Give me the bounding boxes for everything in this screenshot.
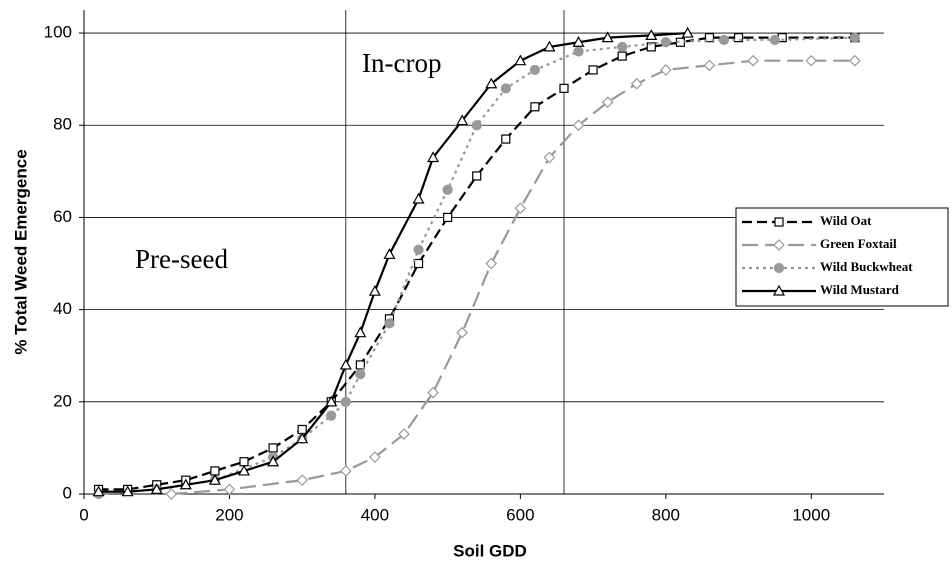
marker — [427, 151, 440, 163]
marker — [573, 46, 584, 57]
marker — [773, 239, 785, 251]
marker — [208, 473, 221, 485]
y-tick-label: 100 — [44, 23, 72, 42]
marker — [718, 34, 730, 46]
marker — [514, 202, 527, 215]
marker — [472, 171, 482, 181]
y-tick-label: 60 — [53, 207, 72, 226]
marker — [645, 29, 658, 40]
marker — [237, 464, 251, 476]
legend-label: Wild Mustard — [820, 282, 900, 297]
x-tick-label: 1000 — [792, 505, 830, 524]
marker — [398, 428, 410, 440]
marker — [630, 77, 643, 90]
marker — [326, 410, 337, 421]
annotation: In-crop — [362, 48, 441, 78]
marker — [772, 284, 786, 296]
marker — [774, 217, 784, 227]
marker — [617, 51, 627, 61]
marker — [369, 451, 381, 463]
marker — [601, 96, 614, 109]
marker — [529, 64, 541, 76]
marker — [412, 192, 425, 204]
marker — [601, 31, 614, 43]
marker — [150, 483, 163, 494]
legend-label: Wild Oat — [820, 213, 872, 228]
marker — [849, 54, 861, 67]
marker — [572, 36, 585, 47]
x-tick-label: 400 — [361, 505, 389, 524]
y-tick-label: 0 — [63, 483, 72, 502]
marker — [340, 396, 351, 407]
marker — [769, 34, 781, 46]
marker — [368, 284, 381, 296]
marker — [681, 26, 694, 38]
marker — [296, 474, 309, 487]
marker — [659, 64, 672, 76]
marker — [485, 77, 498, 89]
marker — [501, 134, 511, 144]
marker — [543, 151, 556, 164]
marker — [849, 32, 861, 43]
y-tick-label: 20 — [53, 391, 72, 410]
marker — [223, 483, 236, 496]
marker — [559, 83, 569, 93]
marker — [500, 83, 511, 94]
x-tick-label: 800 — [652, 505, 680, 524]
marker — [268, 443, 278, 453]
y-tick-label: 80 — [53, 115, 72, 134]
annotation: Pre-seed — [135, 244, 228, 274]
marker — [773, 262, 785, 274]
marker — [530, 102, 540, 112]
y-axis-label: % Total Weed Emergence — [11, 149, 30, 354]
marker — [355, 369, 366, 380]
marker — [413, 244, 424, 255]
marker — [485, 257, 498, 270]
marker — [443, 212, 453, 223]
marker — [325, 395, 338, 407]
marker — [339, 358, 352, 370]
marker — [296, 432, 309, 444]
marker — [572, 119, 585, 132]
marker — [355, 360, 365, 370]
x-tick-label: 600 — [506, 505, 534, 524]
marker — [617, 41, 628, 52]
marker — [354, 326, 367, 338]
marker — [471, 120, 482, 131]
marker — [660, 37, 671, 48]
marker — [747, 54, 759, 67]
marker — [165, 488, 178, 500]
legend: Wild Oat Green Foxtail Wild Buckwheat Wild … — [735, 207, 949, 307]
marker — [456, 114, 469, 126]
marker — [384, 318, 395, 329]
legend-label: Green Foxtail — [820, 236, 897, 251]
x-axis-label: Soil GDD — [453, 541, 527, 560]
marker — [805, 54, 818, 67]
marker — [210, 466, 220, 476]
x-tick-label: 0 — [79, 505, 88, 524]
marker — [733, 33, 744, 43]
marker — [297, 424, 307, 435]
marker — [92, 485, 105, 497]
marker — [588, 65, 598, 75]
marker — [339, 465, 352, 477]
marker — [514, 54, 527, 66]
marker — [456, 326, 469, 339]
marker — [267, 455, 280, 467]
marker — [413, 258, 424, 269]
marker — [121, 485, 134, 497]
x-tick-label: 200 — [215, 505, 243, 524]
legend-label: Wild Buckwheat — [820, 259, 913, 274]
marker — [179, 478, 192, 490]
marker — [543, 40, 556, 52]
legend-box — [735, 207, 949, 307]
marker — [383, 248, 396, 259]
y-tick-label: 40 — [53, 299, 72, 318]
marker — [427, 386, 439, 399]
marker — [442, 184, 453, 195]
marker — [703, 59, 716, 72]
marker — [239, 457, 249, 467]
marker — [704, 33, 715, 43]
